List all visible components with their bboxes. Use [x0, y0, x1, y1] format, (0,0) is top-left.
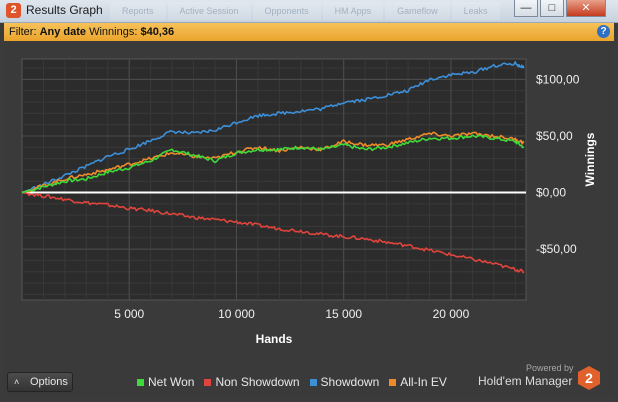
- legend-label: Showdown: [320, 375, 380, 389]
- filter-winnings-value: $40,36: [140, 26, 175, 38]
- brand-name: Hold'em Manager: [478, 374, 573, 388]
- legend-item-all-in-ev[interactable]: All-In EV: [389, 374, 447, 390]
- results-graph-panel: 5 000 10 000 15 000 20 000 $100,00 $50,00 $0,0…: [4, 41, 614, 397]
- y-tick-label: -$50,00: [536, 242, 577, 256]
- legend-swatch: [389, 378, 397, 386]
- y-axis-label: Winnings: [583, 132, 597, 186]
- background-tab[interactable]: Gameflow: [385, 2, 450, 20]
- x-tick-label: 20 000: [433, 307, 470, 321]
- brand-logo-icon: 2: [578, 366, 600, 390]
- window-title: Results Graph: [26, 3, 103, 17]
- background-tab[interactable]: HM Apps: [322, 2, 384, 20]
- plot-area: [21, 58, 527, 301]
- background-tab[interactable]: Reports: [110, 2, 166, 20]
- legend-label: Non Showdown: [215, 375, 300, 389]
- x-axis-label: Hands: [256, 332, 293, 346]
- chevron-up-icon: ˄: [14, 377, 20, 387]
- results-chart: 5 000 10 000 15 000 20 000 $100,00 $50,00 $0,0…: [21, 58, 597, 346]
- x-tick-label: 10 000: [218, 307, 255, 321]
- y-tick-label: $0,00: [536, 186, 566, 200]
- legend-label: All-In EV: [400, 375, 447, 389]
- series-line-showdown: [21, 61, 525, 194]
- legend-label: Net Won: [148, 375, 195, 389]
- legend-swatch: [309, 378, 317, 386]
- chart-legend: Net Won Non Showdown Showdown All-In EV: [137, 374, 447, 390]
- app-logo-icon: 2: [6, 3, 21, 18]
- filter-winnings-label: Winnings:: [86, 26, 141, 38]
- maximize-button[interactable]: □: [540, 0, 564, 17]
- x-tick-label: 5 000: [114, 307, 144, 321]
- y-tick-label: $100,00: [536, 72, 580, 86]
- series-line-non-showdown: [21, 191, 525, 274]
- options-button[interactable]: ˄ Options: [7, 372, 73, 392]
- legend-swatch: [137, 378, 144, 386]
- close-button[interactable]: ✕: [566, 0, 606, 17]
- legend-item-net-won[interactable]: Net Won: [137, 374, 194, 390]
- filter-bar: Filter: Any date Winnings: $40,36 ?: [4, 23, 614, 41]
- help-icon[interactable]: ?: [597, 25, 610, 38]
- legend-swatch: [204, 378, 212, 386]
- powered-by-label: Powered by: [526, 363, 574, 373]
- background-tab[interactable]: Active Session: [167, 2, 251, 20]
- legend-item-showdown[interactable]: Showdown: [309, 374, 380, 390]
- background-tab[interactable]: Opponents: [252, 2, 321, 20]
- series-line-all-in-ev: [21, 131, 525, 194]
- y-tick-label: $50,00: [536, 129, 573, 143]
- series-line-net-won: [21, 134, 524, 194]
- window-titlebar: 2 Results Graph Reports Active Session O…: [0, 0, 618, 23]
- background-tab[interactable]: Leaks: [451, 2, 500, 20]
- x-tick-label: 15 000: [325, 307, 362, 321]
- legend-item-non-showdown[interactable]: Non Showdown: [204, 374, 300, 390]
- options-label: Options: [30, 376, 68, 388]
- minimize-button[interactable]: —: [514, 0, 538, 17]
- filter-prefix: Filter:: [9, 26, 40, 38]
- filter-date-value[interactable]: Any date: [39, 26, 87, 38]
- background-tabs: Reports Active Session Opponents HM Apps…: [110, 0, 500, 22]
